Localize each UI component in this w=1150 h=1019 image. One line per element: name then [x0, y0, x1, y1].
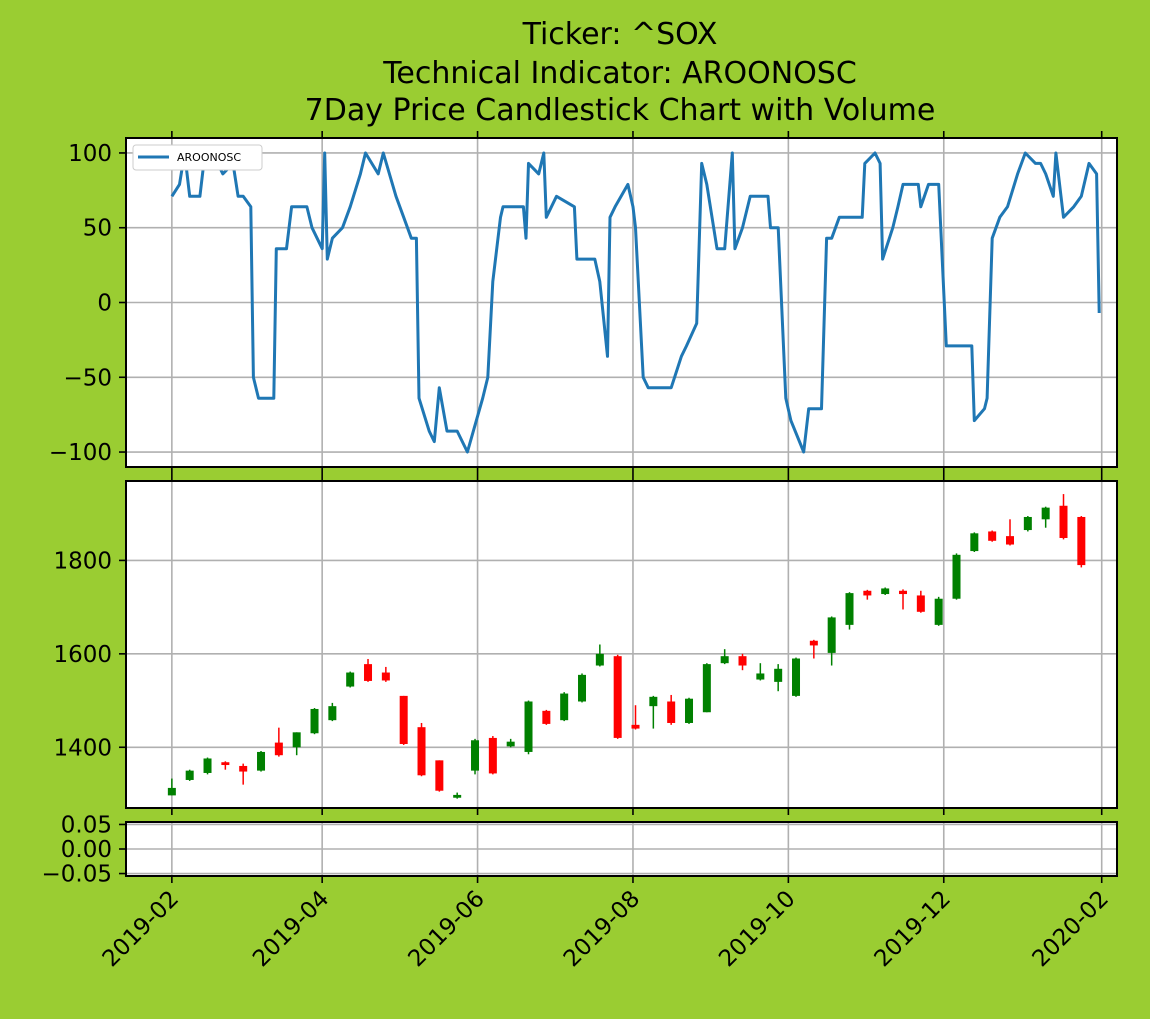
volume-y-ticks: 0.050.00−0.05 [42, 812, 126, 888]
candle-body-down [399, 695, 408, 745]
candle-body-up [185, 770, 194, 780]
chart-title: Ticker: ^SOX Technical Indicator: AROONO… [305, 17, 936, 128]
indicator-y-tick-label: 50 [83, 216, 112, 242]
x-tick-label: 2019-10 [714, 886, 800, 972]
candle-body-down [488, 737, 497, 774]
candle-body-down [417, 727, 426, 776]
candle-body-up [792, 658, 801, 696]
indicator-y-ticks: 100 50 0 −50 −100 [49, 141, 126, 466]
title-line-3: 7Day Price Candlestick Chart with Volume [305, 93, 936, 128]
candle-body-down [542, 710, 551, 724]
indicator-panel-frame [125, 137, 1118, 468]
candle-body-up [506, 741, 515, 747]
legend-box [132, 144, 263, 171]
candle-body-down [988, 531, 997, 541]
candle-body-down [1077, 516, 1086, 566]
candle-body-down [381, 672, 390, 681]
price-y-tick-label: 1800 [53, 548, 112, 574]
candle-body-down [613, 656, 622, 738]
indicator-grid [126, 138, 1117, 467]
candle-body-up [292, 732, 301, 748]
price-panel-frame [125, 480, 1118, 809]
volume-y-tick-label: −0.05 [42, 862, 112, 888]
candle-body-up [1023, 516, 1032, 531]
candle-body-down [1006, 536, 1015, 545]
candle-body-up [560, 693, 569, 721]
candle-body-up [453, 794, 462, 798]
candle-body-up [578, 674, 587, 702]
candle-body-up [845, 593, 854, 625]
candle-body-up [203, 758, 212, 773]
candle-body-up [827, 617, 836, 653]
candle-body-down [239, 765, 248, 772]
price-panel: 1400 1600 1800 [53, 480, 1118, 809]
candle-body-down [274, 742, 283, 756]
aroonosc-series-line [170, 151, 1101, 454]
title-line-1: Ticker: ^SOX [522, 17, 718, 52]
candle-body-up [328, 706, 337, 721]
candle-body-up [756, 673, 765, 680]
candle-body-up [952, 554, 961, 599]
candle-body-up [310, 708, 319, 734]
candle-body-up [774, 668, 783, 682]
volume-panel-frame [125, 821, 1118, 877]
candle-body-up [702, 664, 711, 713]
x-tick-label: 2019-02 [98, 886, 184, 972]
candle-body-up [685, 698, 694, 723]
volume-y-tick-label: 0.05 [61, 812, 112, 838]
candle-body-down [435, 760, 444, 791]
indicator-legend: AROONOSC [132, 144, 263, 171]
candle-body-down [631, 724, 640, 729]
candle-body-down [738, 656, 747, 666]
volume-panel: 0.050.00−0.05 [42, 812, 1118, 888]
candle-body-down [916, 595, 925, 612]
volume-y-tick-label: 0.00 [61, 837, 112, 863]
indicator-y-tick-label: −100 [49, 440, 112, 466]
candle-body-up [471, 740, 480, 771]
price-y-ticks: 1400 1600 1800 [53, 548, 126, 761]
candle-body-up [346, 672, 355, 687]
x-tick-label: 2019-12 [870, 886, 956, 972]
price-y-tick-label: 1400 [53, 735, 112, 761]
candle-body-down [809, 640, 818, 646]
candle-body-up [1041, 507, 1050, 520]
candle-body-down [899, 590, 908, 595]
x-tick-label: 2019-06 [403, 886, 489, 972]
candle-body-up [257, 751, 266, 771]
indicator-panel: 100 50 0 −50 −100 AROONOSC [49, 137, 1118, 468]
volume-grid [126, 822, 1117, 876]
candle-body-down [1059, 505, 1068, 538]
indicator-y-tick-label: 100 [68, 141, 112, 167]
candle-body-up [934, 598, 943, 625]
candlestick-series [167, 494, 1086, 799]
indicator-y-tick-label: −50 [63, 365, 112, 391]
candle-body-up [649, 696, 658, 707]
x-tick-label: 2019-08 [559, 886, 645, 972]
price-panel-background [126, 481, 1117, 808]
candle-body-down [364, 664, 373, 681]
candle-body-up [720, 656, 729, 664]
candle-body-up [595, 653, 604, 666]
title-line-2: Technical Indicator: AROONOSC [382, 56, 857, 91]
candle-body-up [970, 533, 979, 552]
price-grid [126, 481, 1117, 808]
indicator-y-tick-label: 0 [97, 291, 112, 317]
price-y-tick-label: 1600 [53, 642, 112, 668]
x-tick-label: 2019-04 [248, 886, 334, 972]
legend-label-aroonosc: AROONOSC [177, 151, 241, 164]
candle-body-up [524, 701, 533, 752]
candle-body-up [167, 787, 176, 796]
x-tick-label: 2020-02 [1028, 886, 1114, 972]
candle-body-down [667, 701, 676, 723]
candle-body-up [881, 588, 890, 595]
candle-body-down [863, 590, 872, 596]
candle-body-down [221, 762, 230, 766]
